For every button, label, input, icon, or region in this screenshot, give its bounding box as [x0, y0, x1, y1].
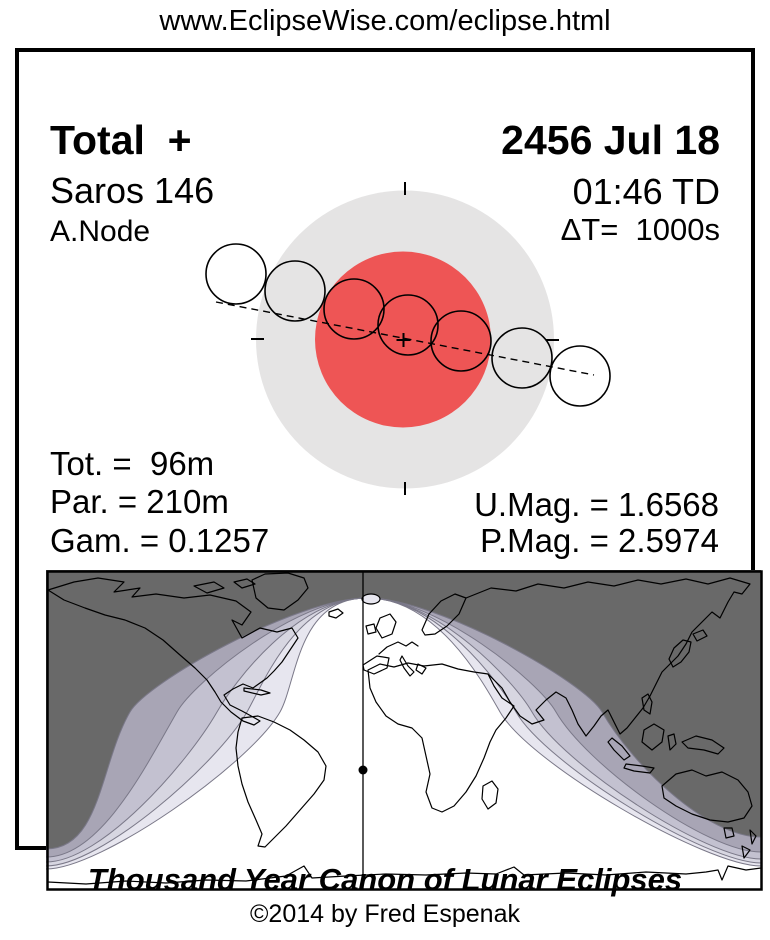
cuba-outline [243, 687, 271, 696]
visibility-band [46, 598, 761, 869]
europe-coast-outline [378, 641, 419, 655]
moon-disk [323, 278, 385, 340]
antarctica-coast-outline [47, 865, 762, 885]
eclipse-date: 2456 Jul 18 [501, 117, 720, 163]
madagascar-outline [481, 780, 499, 810]
moon-disk [491, 327, 553, 389]
australia-outline [661, 769, 753, 823]
japan-outline [668, 629, 708, 668]
source-url: www.EclipseWise.com/eclipse.html [159, 5, 611, 37]
eclipse-type-label: Total + [50, 117, 192, 163]
figure-frame: Total + Saros 146 A.Node 2456 Jul 18 01:… [15, 48, 763, 891]
penumbra-cardinal-ticks [251, 182, 559, 495]
partial-duration: Par. = 210m [50, 483, 229, 520]
iceland-outline [328, 608, 344, 619]
indonesia-outline [607, 723, 677, 774]
totality-duration: Tot. = 96m [50, 445, 215, 482]
greece-outline [415, 663, 427, 675]
ireland-outline [365, 623, 377, 635]
iberia-outline [362, 655, 390, 675]
shadow-diagram [205, 182, 611, 495]
gamma-value: Gam. = 0.1257 [50, 522, 270, 559]
eclipse-time: 01:46 TD [572, 171, 720, 212]
node-label: A.Node [50, 215, 151, 248]
asia-outline [465, 577, 751, 737]
moon-disk [430, 310, 492, 372]
moon-disk [264, 260, 326, 322]
moon-disk [549, 345, 611, 407]
ecliptic-dashed-line [215, 301, 595, 376]
greenland-outline [251, 572, 309, 611]
delta-t-value: ΔT= 1000s [560, 212, 720, 247]
new-zealand-outline [741, 829, 757, 859]
visibility-map [46, 570, 763, 891]
visibility-band [46, 598, 761, 866]
not-visible-region [46, 570, 761, 849]
penumbral-magnitude: P.Mag. = 2.5974 [480, 522, 719, 559]
svalbard-outline [361, 593, 381, 605]
shadow-center-cross [396, 333, 411, 347]
britain-outline [375, 613, 397, 639]
italy-outline [399, 655, 415, 677]
copyright-notice: ©2014 by Fred Espenak [250, 900, 520, 928]
umbral-magnitude: U.Mag. = 1.6568 [474, 486, 719, 523]
africa-outline [367, 662, 515, 813]
philippines-outline [641, 693, 653, 715]
tasmania-outline [723, 827, 735, 839]
moon-path-disks [205, 243, 611, 407]
north-america-outline [47, 577, 299, 726]
scandinavia-outline [421, 593, 467, 636]
new-guinea-outline [681, 735, 725, 755]
visibility-band [46, 598, 761, 857]
continent-outlines [47, 572, 762, 885]
south-america-outline [235, 715, 327, 848]
arctic-islands-outline [193, 578, 256, 594]
sublunar-point-dot [358, 765, 368, 775]
map-border [46, 570, 763, 891]
canon-title: Thousand Year Canon of Lunar Eclipses [87, 862, 683, 897]
moon-disk [377, 294, 439, 356]
moon-disk [205, 243, 267, 305]
saros-label: Saros 146 [50, 170, 215, 211]
